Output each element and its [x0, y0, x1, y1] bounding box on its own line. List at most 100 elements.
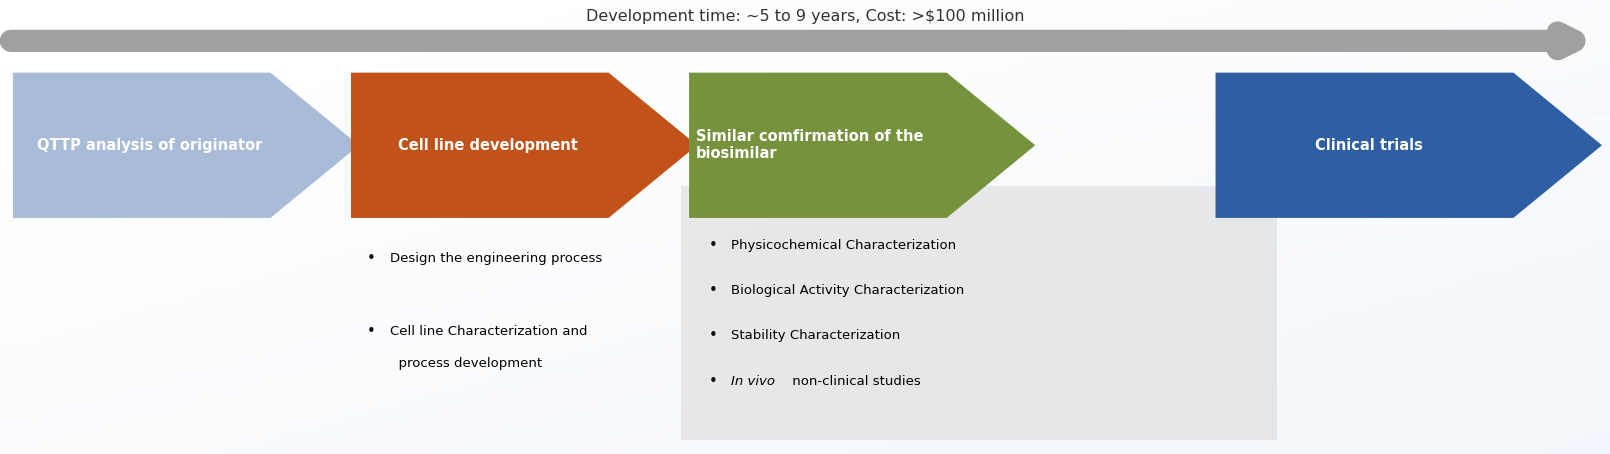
- Bar: [866, 272, 886, 278]
- Bar: [422, 148, 443, 153]
- Bar: [1067, 250, 1087, 255]
- Bar: [483, 409, 502, 414]
- Bar: [1227, 403, 1248, 409]
- Bar: [422, 420, 443, 426]
- Bar: [1227, 165, 1248, 170]
- Bar: [0, 165, 19, 170]
- Bar: [1288, 68, 1307, 74]
- Bar: [40, 290, 61, 295]
- Bar: [1430, 312, 1449, 318]
- Bar: [866, 79, 886, 85]
- Bar: [161, 261, 180, 267]
- Bar: [805, 23, 824, 28]
- Bar: [1006, 278, 1027, 284]
- Bar: [584, 318, 604, 323]
- Bar: [1167, 148, 1188, 153]
- Bar: [422, 125, 443, 130]
- Bar: [1006, 34, 1027, 39]
- Bar: [483, 363, 502, 369]
- Bar: [161, 431, 180, 437]
- Bar: [1549, 79, 1570, 85]
- Bar: [845, 403, 866, 409]
- Bar: [322, 329, 341, 335]
- Bar: [1087, 28, 1108, 34]
- Bar: [341, 431, 362, 437]
- Bar: [544, 380, 564, 386]
- Bar: [1167, 312, 1188, 318]
- Bar: [1549, 346, 1570, 352]
- Bar: [161, 346, 180, 352]
- Bar: [744, 176, 765, 182]
- Bar: [422, 23, 443, 28]
- Bar: [1167, 176, 1188, 182]
- Bar: [886, 414, 905, 420]
- Bar: [684, 204, 705, 210]
- Bar: [705, 102, 724, 108]
- Bar: [1027, 295, 1046, 301]
- Bar: [1167, 357, 1188, 363]
- Bar: [1108, 159, 1127, 165]
- Bar: [1227, 11, 1248, 17]
- Bar: [201, 142, 222, 148]
- Bar: [905, 23, 926, 28]
- Bar: [1510, 238, 1529, 244]
- Bar: [201, 119, 222, 125]
- Bar: [483, 0, 502, 5]
- Bar: [1288, 278, 1307, 284]
- Bar: [40, 97, 61, 102]
- Bar: [1388, 165, 1409, 170]
- Bar: [1328, 142, 1349, 148]
- Bar: [1027, 232, 1046, 238]
- Bar: [19, 346, 40, 352]
- Bar: [1067, 165, 1087, 170]
- Bar: [1127, 375, 1146, 380]
- Bar: [665, 318, 684, 323]
- Bar: [40, 363, 61, 369]
- Bar: [985, 403, 1006, 409]
- Bar: [1269, 255, 1288, 261]
- Bar: [1489, 63, 1510, 68]
- Bar: [1087, 278, 1108, 284]
- Bar: [1046, 28, 1067, 34]
- Bar: [665, 6, 684, 11]
- Bar: [1591, 255, 1610, 261]
- Bar: [40, 312, 61, 318]
- Bar: [341, 170, 362, 176]
- Bar: [180, 153, 201, 159]
- Bar: [705, 6, 724, 11]
- Bar: [1027, 397, 1046, 403]
- Bar: [303, 244, 322, 250]
- Bar: [422, 114, 443, 119]
- Bar: [1146, 79, 1167, 85]
- Bar: [866, 176, 886, 182]
- Bar: [1349, 34, 1368, 39]
- Bar: [866, 114, 886, 119]
- Bar: [0, 34, 19, 39]
- Bar: [564, 403, 583, 409]
- Bar: [443, 318, 464, 323]
- Bar: [261, 0, 282, 5]
- Bar: [242, 340, 261, 346]
- Bar: [584, 159, 604, 165]
- Bar: [1549, 11, 1570, 17]
- Bar: [142, 357, 161, 363]
- Bar: [161, 34, 180, 39]
- Bar: [1227, 391, 1248, 397]
- Bar: [1248, 142, 1269, 148]
- Bar: [80, 57, 100, 62]
- Bar: [1248, 375, 1269, 380]
- Bar: [866, 403, 886, 409]
- Bar: [222, 97, 241, 102]
- Bar: [1127, 306, 1146, 312]
- Bar: [966, 232, 985, 238]
- Bar: [625, 68, 644, 74]
- Bar: [705, 255, 724, 261]
- Bar: [142, 148, 161, 153]
- Bar: [1248, 159, 1269, 165]
- Bar: [1328, 449, 1349, 454]
- Bar: [1328, 391, 1349, 397]
- Bar: [80, 352, 100, 358]
- Bar: [1530, 153, 1549, 159]
- Bar: [1510, 142, 1529, 148]
- Bar: [1368, 437, 1388, 443]
